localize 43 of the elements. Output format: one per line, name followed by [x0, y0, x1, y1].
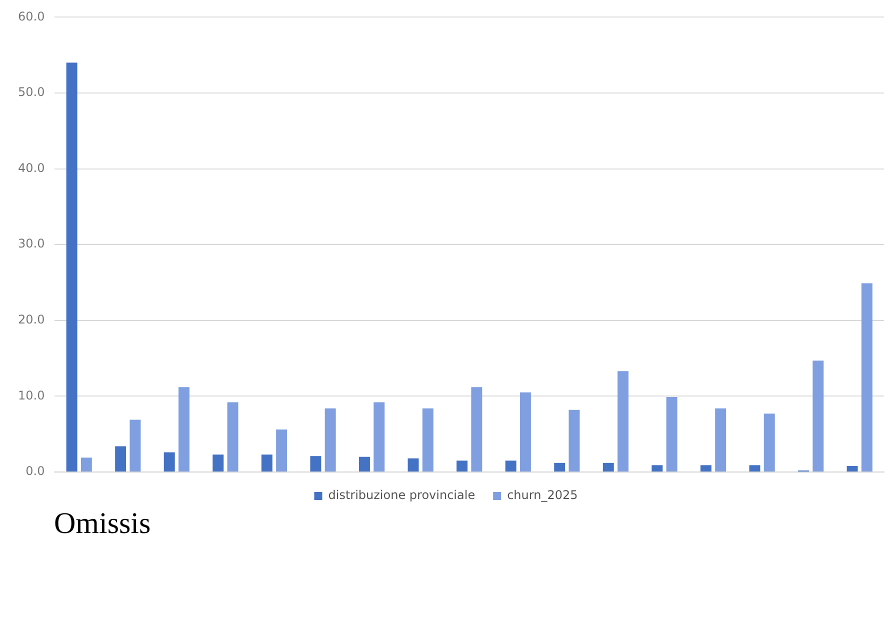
bar — [66, 62, 78, 472]
bar — [422, 408, 434, 472]
bar — [324, 408, 336, 472]
bar — [80, 458, 92, 472]
bar — [554, 462, 566, 472]
legend-label: distribuzione provinciale — [328, 488, 476, 502]
bar — [715, 408, 726, 472]
bar — [212, 454, 224, 472]
bar — [700, 465, 712, 472]
legend-label: churn_2025 — [507, 488, 578, 502]
y-tick-label: 20.0 — [18, 312, 45, 327]
bar — [456, 460, 468, 472]
y-tick-label: 30.0 — [18, 236, 45, 251]
bar — [130, 420, 141, 472]
bar — [276, 430, 288, 472]
bar — [666, 396, 678, 472]
bar — [861, 283, 872, 472]
bar — [505, 460, 516, 472]
y-tick-label: 0.0 — [26, 464, 45, 478]
bar — [408, 458, 419, 472]
bar — [749, 465, 760, 472]
bar — [846, 466, 858, 472]
bar — [115, 446, 126, 472]
bar — [520, 392, 531, 472]
bar — [227, 402, 238, 472]
bar — [618, 371, 629, 472]
y-tick-label: 60.0 — [18, 9, 45, 24]
bar — [568, 410, 580, 472]
bar — [310, 456, 322, 472]
bar — [374, 402, 385, 472]
bar — [178, 387, 190, 472]
bar — [812, 360, 824, 472]
bar — [164, 452, 175, 472]
y-tick-label: 10.0 — [18, 388, 45, 402]
bar — [261, 454, 272, 472]
bar — [471, 387, 482, 472]
y-tick-label: 40.0 — [18, 160, 45, 175]
y-tick-label: 50.0 — [18, 85, 45, 100]
text: Omissis — [54, 506, 151, 540]
bar — [358, 456, 370, 472]
bar — [764, 414, 775, 472]
bar — [602, 462, 614, 472]
bar — [652, 465, 663, 472]
